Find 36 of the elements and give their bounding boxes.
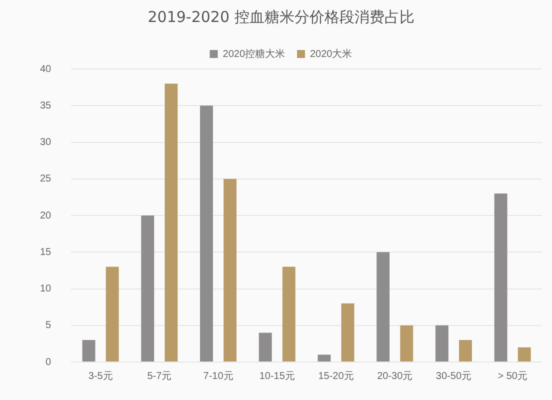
legend-label: 2020控糖大米 [222,48,286,60]
x-tick-label: > 50元 [498,370,528,382]
bar [376,252,390,362]
y-tick-label: 30 [40,137,52,148]
bar [258,332,272,362]
bar [318,354,331,362]
y-tick-label: 20 [40,210,52,222]
bar [141,216,154,362]
x-tick-label: 10-15元 [259,370,295,382]
legend-label: 2020大米 [310,48,352,60]
y-tick-label: 5 [46,320,52,332]
x-tick-label: 30-50元 [436,370,472,382]
bar [224,178,237,362]
y-tick-label: 10 [40,284,52,294]
bar [282,266,296,362]
y-tick-label: 40 [40,64,52,75]
y-tick-label: 0 [46,356,52,368]
y-tick-label: 35 [40,100,52,112]
bar [106,266,119,362]
bar [494,194,508,362]
bar [518,347,531,362]
x-tick-label: 15-20元 [318,370,354,382]
x-tick-label: 5-7元 [147,370,172,382]
bar [82,340,96,362]
y-tick-label: 25 [40,174,52,185]
bar [459,340,472,362]
x-tick-label: 20-30元 [377,370,413,382]
x-tick-label: 3-5元 [88,370,113,382]
y-tick-label: 15 [40,246,52,258]
chart-title: 2019-2020 控血糖米分价格段消费占比 [148,8,414,26]
bar [200,106,213,362]
bar [341,303,354,362]
x-tick-label: 7-10元 [203,370,234,382]
bar [164,84,178,362]
bar [400,325,414,362]
bar [435,325,448,362]
